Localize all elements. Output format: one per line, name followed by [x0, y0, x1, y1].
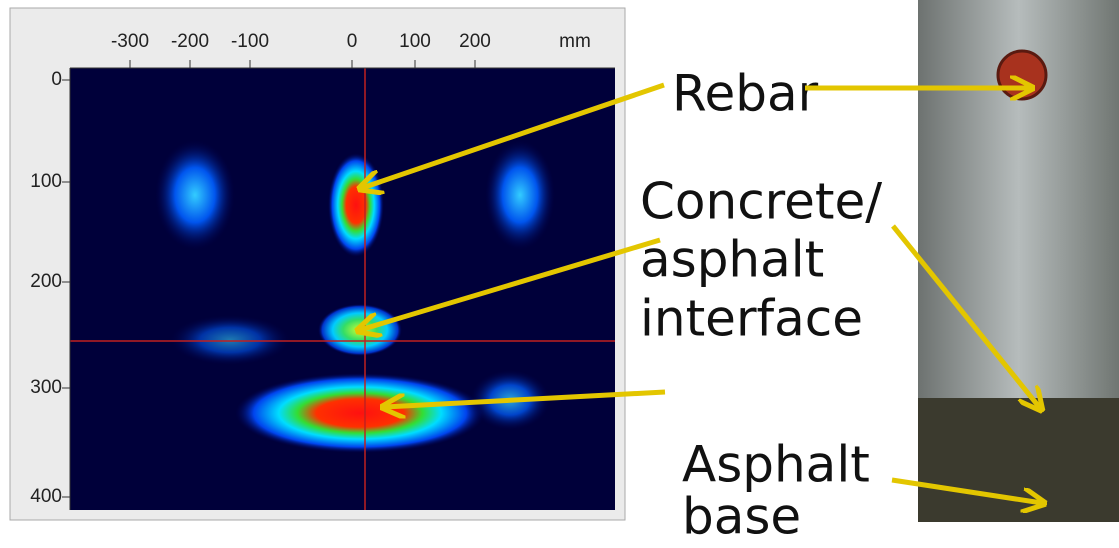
base-blob — [235, 373, 485, 453]
y-tick-label: 100 — [30, 171, 62, 192]
label-base: Asphalt — [682, 436, 870, 494]
y-tick-label: 0 — [51, 69, 62, 90]
core-asphalt — [918, 398, 1119, 522]
label-interface: Concrete/ — [640, 173, 882, 231]
label-interface: asphalt — [640, 231, 824, 289]
y-tick-label: 200 — [30, 271, 62, 292]
x-tick-label: -100 — [231, 31, 269, 52]
x-unit: mm — [559, 31, 591, 52]
x-tick-label: 200 — [459, 31, 491, 52]
x-tick-label: 100 — [399, 31, 431, 52]
core-photo — [918, 0, 1119, 522]
label-base: base — [682, 488, 801, 545]
core-rebar — [998, 51, 1046, 99]
blob — [155, 140, 235, 250]
blob — [170, 315, 290, 365]
x-tick-label: -300 — [111, 31, 149, 52]
label-interface: interface — [640, 290, 863, 348]
x-tick-label: -200 — [171, 31, 209, 52]
blob — [485, 140, 555, 250]
x-tick-label: 0 — [347, 31, 358, 52]
scan-panel: -300 -200 -100 0 100 200 0 100 200 300 400 mm — [10, 8, 625, 520]
rebar-blob — [328, 153, 384, 257]
label-rebar: Rebar — [672, 65, 819, 123]
figure: -300 -200 -100 0 100 200 0 100 200 300 400 mm Reb… — [0, 0, 1119, 544]
y-tick-label: 300 — [30, 377, 62, 398]
y-tick-label: 400 — [30, 486, 62, 507]
